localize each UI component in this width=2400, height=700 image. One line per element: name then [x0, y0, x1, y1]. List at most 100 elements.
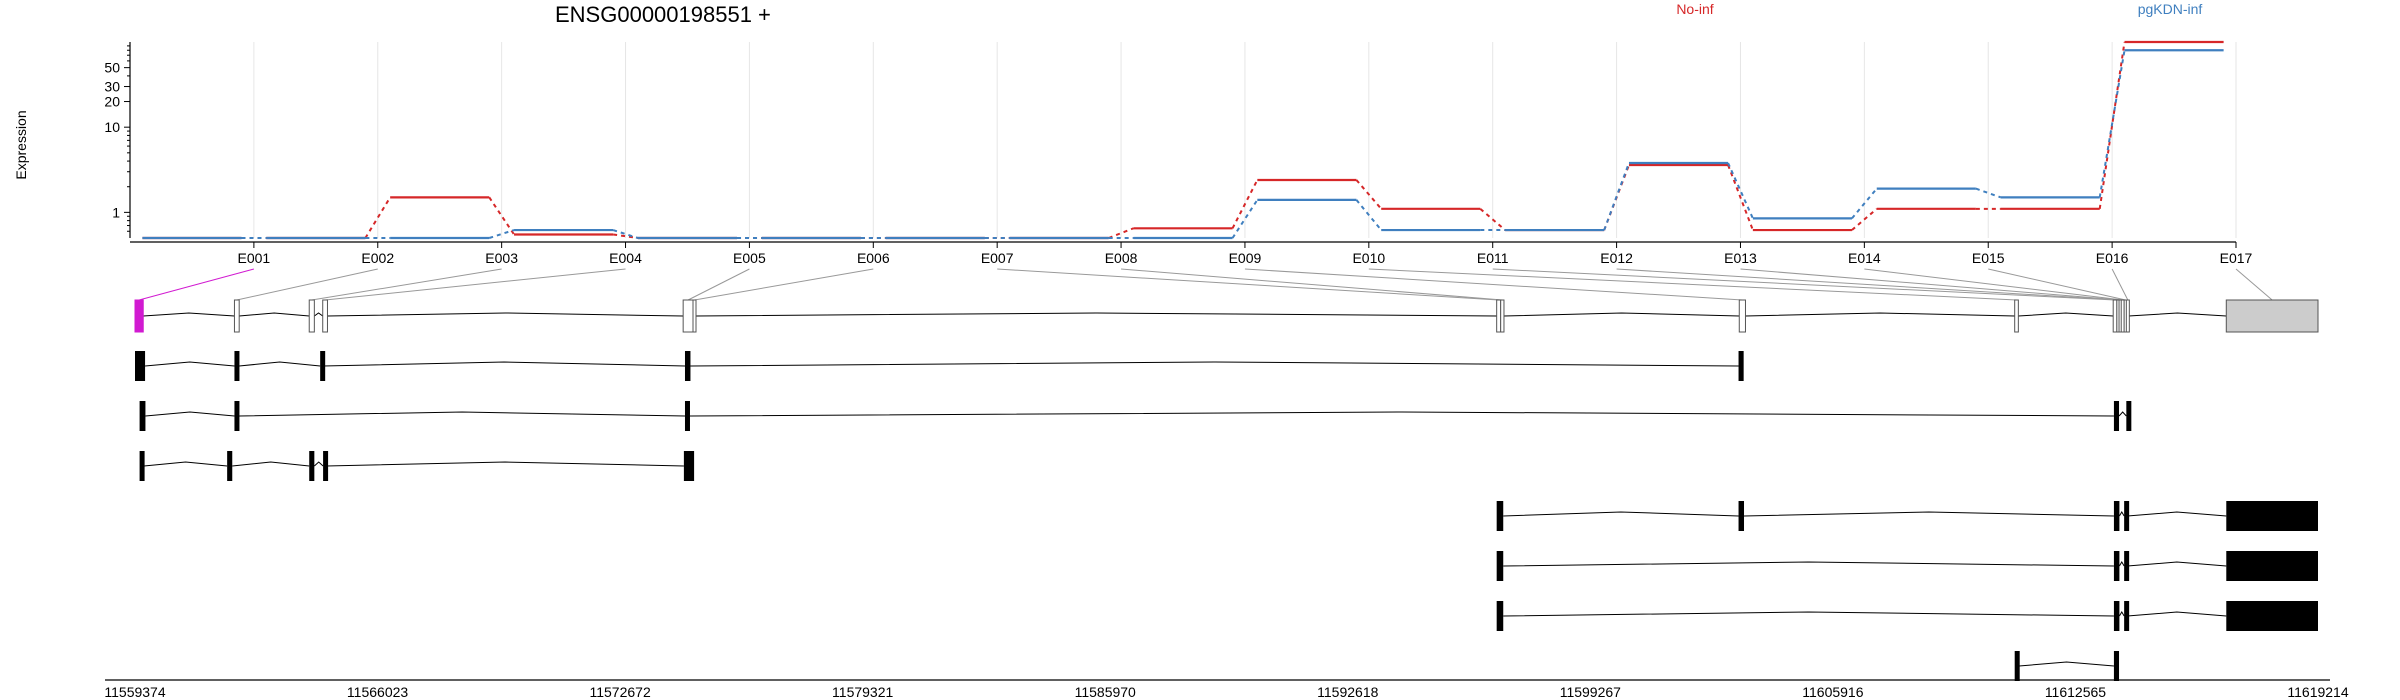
transcript-intron — [689, 411, 2114, 417]
transcript-exon — [1496, 501, 1504, 531]
transcript-row — [1496, 601, 2318, 631]
series-connector — [1727, 164, 1754, 231]
legend-label-pgkdn-inf: pgKDN-inf — [2138, 1, 2203, 17]
exon-connector — [1616, 268, 2119, 301]
exon-connector — [2111, 268, 2129, 301]
transcript-exon — [2124, 501, 2130, 531]
y-axis-label: Expression — [13, 110, 29, 179]
x-tick-label: E002 — [361, 250, 394, 266]
series-connector — [1355, 179, 1382, 210]
transcript-intron — [323, 361, 685, 367]
transcript-exon — [2226, 501, 2318, 531]
transcript-exon — [323, 451, 329, 481]
x-tick-label: E016 — [2096, 250, 2129, 266]
transcript-exon — [2113, 651, 2120, 681]
exon-box — [692, 299, 697, 333]
genome-coordinate-axis: 11559374 11566023 11572672 11579321 11585970… — [104, 679, 2349, 700]
transcript-intron — [1503, 561, 2114, 567]
exon-connectors — [138, 268, 2273, 301]
y-tick-label: 10 — [104, 119, 120, 135]
exon-box — [134, 299, 144, 333]
transcript-exon — [2226, 551, 2318, 581]
x-tick-label: E013 — [1724, 250, 1757, 266]
transcript-row — [1496, 551, 2318, 581]
exon-box — [322, 299, 328, 333]
transcript-exon — [2014, 651, 2020, 681]
transcript-intron — [232, 461, 310, 467]
transcript-intron — [239, 411, 685, 417]
x-tick-label: E004 — [609, 250, 642, 266]
exon-box — [2225, 299, 2319, 333]
transcript-row — [2014, 651, 2120, 681]
transcript-intron — [326, 461, 684, 467]
transcript-intron — [1503, 511, 1739, 517]
exon-connector — [1492, 268, 2116, 301]
y-tick-label: 30 — [104, 79, 120, 95]
genome-tick-label: 11605916 — [1802, 684, 1863, 700]
exon-connector — [236, 268, 378, 301]
transcript-intron — [2118, 511, 2125, 517]
x-tick-label: E008 — [1105, 250, 1138, 266]
transcript-exon — [2126, 401, 2132, 431]
intron-line — [327, 312, 684, 317]
series-connector — [1851, 208, 1878, 231]
chart-title: ENSG00000198551 + — [555, 2, 771, 27]
transcript-exon — [1738, 351, 1744, 381]
exon-connector — [325, 268, 626, 301]
genome-tick-label: 11612565 — [2045, 684, 2106, 700]
x-tick-label: E017 — [2220, 250, 2253, 266]
exon-box — [1500, 299, 1505, 333]
genome-tick-label: 11619214 — [2287, 684, 2348, 700]
x-tick-label: E014 — [1848, 250, 1881, 266]
exon-connector — [2235, 268, 2273, 301]
transcript-exon — [683, 451, 695, 481]
exon-box — [308, 299, 315, 333]
transcript-intron — [2127, 511, 2227, 517]
intron-line — [2128, 312, 2227, 317]
exon-box — [2112, 299, 2118, 333]
exon-connector — [1121, 268, 1503, 301]
transcript-exon — [309, 451, 315, 481]
intron-line — [2018, 312, 2114, 317]
legend-label-no-inf: No-inf — [1676, 1, 1713, 17]
exon-connector — [997, 268, 1499, 301]
y-tick-label: 1 — [112, 204, 120, 220]
grid-lines — [253, 42, 2237, 238]
transcript-intron — [2019, 661, 2114, 667]
series-pgkdn-inf — [142, 49, 2224, 240]
x-tick-label: E007 — [981, 250, 1014, 266]
x-tick-label: E012 — [1600, 250, 1633, 266]
transcript-intron — [143, 461, 228, 467]
transcript-intron — [1503, 611, 2114, 617]
intron-line — [239, 312, 310, 317]
transcript-intron — [314, 461, 324, 467]
y-tick-label: 50 — [104, 60, 120, 76]
x-tick-label: E006 — [857, 250, 890, 266]
intron-line — [314, 312, 324, 317]
exon-box — [1738, 299, 1746, 333]
exon-box — [682, 299, 694, 333]
x-tick-label: E003 — [485, 250, 518, 266]
transcript-intron — [2118, 611, 2125, 617]
transcript-row — [135, 351, 1744, 381]
exon-connector — [138, 268, 255, 301]
gene-model — [134, 299, 2319, 333]
series-connector — [2098, 50, 2126, 198]
transcript-intron — [2127, 611, 2227, 617]
transcript-exon — [139, 451, 145, 481]
transcript-exon — [320, 351, 326, 381]
transcript-exon — [1738, 501, 1745, 531]
series-connector — [1851, 187, 1878, 220]
intron-line — [143, 312, 235, 317]
intron-line — [1503, 312, 1740, 317]
transcript-intron — [2127, 561, 2227, 567]
x-tick-label: E011 — [1477, 250, 1509, 266]
transcript-row — [139, 401, 2132, 431]
series-connector — [1355, 199, 1382, 231]
transcript-exon — [684, 351, 691, 381]
series-connector — [1603, 162, 1630, 231]
transcript-intron — [145, 361, 235, 367]
series-connector — [1727, 162, 1754, 219]
transcript-exon — [1496, 601, 1504, 631]
